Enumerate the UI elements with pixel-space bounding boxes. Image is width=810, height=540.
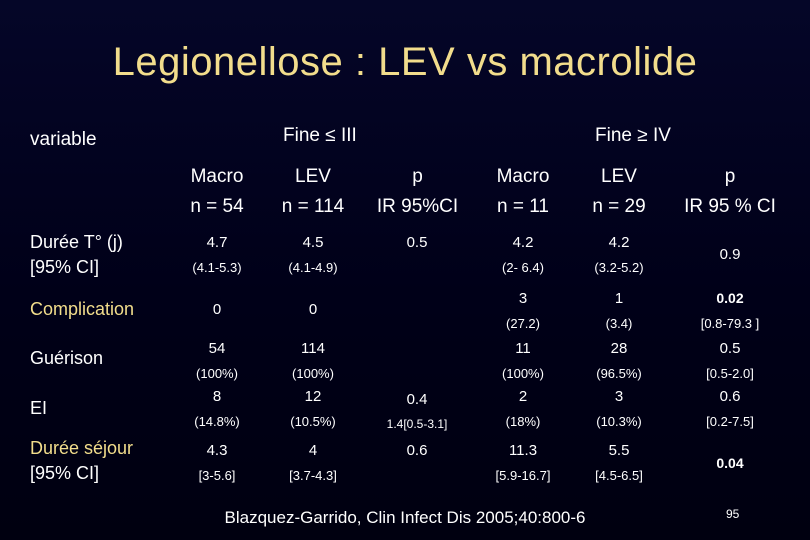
- column-header-name: LEV: [295, 166, 331, 187]
- table-cell: 0.04: [716, 455, 744, 471]
- row-label-ei: EI: [30, 398, 48, 418]
- table-cell: 4.2 (2- 6.4): [502, 234, 544, 275]
- column-header-name: p: [412, 166, 423, 187]
- table-cell: 12 (10.5%): [290, 388, 336, 429]
- column-header-n: n = 114: [281, 196, 345, 217]
- table-cell: 3 (10.3%): [596, 388, 642, 429]
- slide-title: Legionellose : LEV vs macrolide: [112, 40, 698, 84]
- table-cell: 0.02 [0.8-79.3 ]: [700, 290, 760, 331]
- table-cell: 0.5: [406, 234, 428, 251]
- column-header-n: n = 54: [190, 196, 244, 217]
- table-cell: 0.6: [406, 442, 428, 459]
- column-header-p-2: p IR 95 % CI: [670, 162, 790, 222]
- page-number: 95: [726, 507, 740, 521]
- variable-header: variable: [30, 129, 97, 150]
- table-cell: 4.2 (3.2-5.2): [594, 234, 644, 275]
- table-cell: 2 (18%): [505, 388, 541, 429]
- table-cell: 0: [212, 301, 222, 318]
- row-label-duree-t: Durée T° (j) [95% CI]: [30, 232, 123, 277]
- table-cell: 11.3 [5.9-16.7]: [495, 442, 551, 483]
- row-label-complication: Complication: [30, 299, 135, 319]
- reference-citation: Blazquez-Garrido, Clin Infect Dis 2005;4…: [224, 508, 586, 527]
- table-cell: 0.6 [0.2-7.5]: [706, 388, 754, 429]
- column-header-n: n = 11: [497, 196, 549, 217]
- column-header-n: IR 95 % CI: [684, 196, 776, 217]
- table-cell: 11 (100%): [502, 340, 544, 381]
- column-header-macro-2: Macro n = 11: [468, 162, 578, 222]
- table-cell: 4 [3.7-4.3]: [289, 442, 337, 483]
- column-header-n: IR 95%CI: [376, 196, 459, 217]
- table-cell: 54 (100%): [196, 340, 238, 381]
- row-label-guerison: Guérison: [30, 348, 104, 368]
- column-header-name: Macro: [496, 166, 550, 187]
- table-cell: 28 (96.5%): [596, 340, 642, 381]
- column-header-name: LEV: [601, 166, 637, 187]
- table-cell: 4.3 [3-5.6]: [198, 442, 236, 483]
- row-label-duree-sejour: Durée séjour [95% CI]: [30, 438, 134, 483]
- table-cell: 4.5 (4.1-4.9): [288, 234, 338, 275]
- column-header-name: p: [724, 166, 736, 187]
- table-cell: 0.5 [0.5-2.0]: [706, 340, 754, 381]
- table-cell: 114 (100%): [292, 340, 334, 381]
- table-cell: 0: [308, 301, 318, 318]
- table-cell: 3 (27.2): [506, 290, 540, 331]
- group-fine-ge-4-header: Fine ≥ IV: [595, 125, 671, 146]
- table-cell: 0.4 1.4[0.5-3.1]: [386, 391, 448, 431]
- table-cell: 5.5 [4.5-6.5]: [595, 442, 643, 483]
- group-fine-le-3-header: Fine ≤ III: [283, 125, 357, 146]
- table-cell: 1 (3.4): [605, 290, 633, 331]
- table-cell: 4.7 (4.1-5.3): [192, 234, 242, 275]
- column-header-name: Macro: [190, 166, 244, 187]
- column-header-lev-1: LEV n = 114: [258, 162, 368, 222]
- column-header-n: n = 29: [592, 196, 646, 217]
- table-cell: 0.9: [719, 246, 741, 263]
- column-header-p-1: p IR 95%CI: [355, 162, 480, 222]
- column-header-macro-1: Macro n = 54: [162, 162, 272, 222]
- table-cell: 8 (14.8%): [194, 388, 240, 429]
- column-header-lev-2: LEV n = 29: [564, 162, 674, 222]
